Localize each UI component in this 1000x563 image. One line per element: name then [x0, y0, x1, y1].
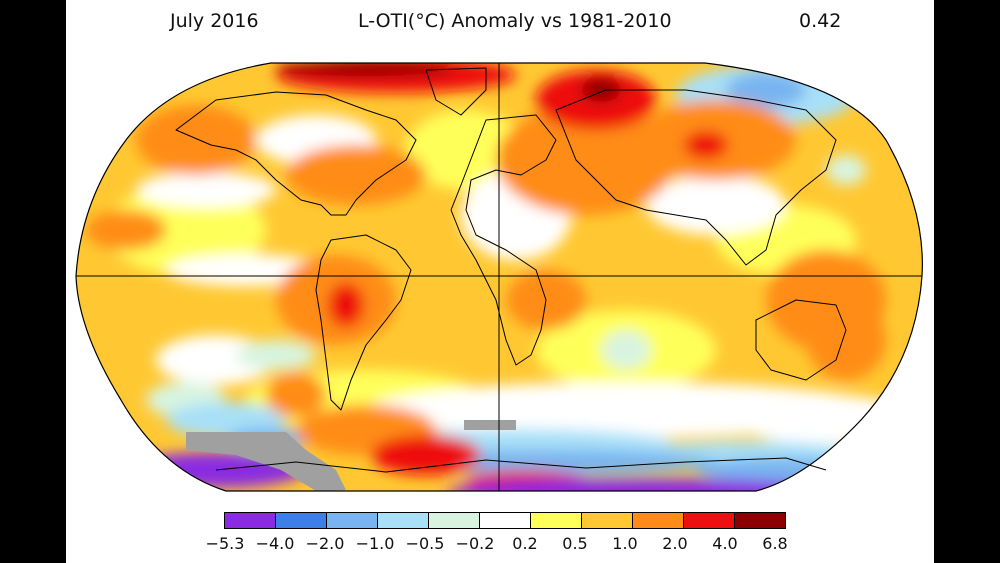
- colorbar-tick-label: 0.5: [562, 534, 588, 553]
- coastlines: [175, 67, 847, 473]
- colorbar-segment: [326, 513, 377, 528]
- africa-europe-outline: [450, 114, 557, 366]
- australia-outline: [755, 299, 847, 381]
- global-mean-anomaly: 0.42: [799, 10, 842, 32]
- greenland-outline: [425, 67, 487, 116]
- colorbar-ticks: −5.3 −4.0 −2.0 −1.0 −0.5 −0.2 0.2 0.5 1.0 2.0 4.0 6…: [66, 534, 934, 556]
- north-america-outline: [175, 91, 417, 216]
- colorbar-tick-label: −1.0: [355, 534, 395, 553]
- colorbar-tick-label: 2.0: [662, 534, 688, 553]
- anomaly-map: [75, 62, 923, 492]
- colorbar-segment: [683, 513, 734, 528]
- asia-outline: [555, 89, 837, 266]
- colorbar-segment: [734, 513, 785, 528]
- colorbar: [224, 512, 786, 529]
- south-america-outline: [315, 234, 412, 411]
- map-border: [75, 62, 923, 492]
- figure-canvas: July 2016 L-OTI(°C) Anomaly vs 1981-2010…: [66, 0, 934, 563]
- colorbar-tick-label: −2.0: [305, 534, 345, 553]
- colorbar-segment: [275, 513, 326, 528]
- colorbar-segment: [377, 513, 428, 528]
- colorbar-segment: [581, 513, 632, 528]
- colorbar-segment: [428, 513, 479, 528]
- map-title: L-OTI(°C) Anomaly vs 1981-2010: [358, 10, 672, 32]
- colorbar-tick-label: −0.5: [405, 534, 445, 553]
- colorbar-tick-label: −0.2: [455, 534, 495, 553]
- colorbar-segment: [479, 513, 530, 528]
- colorbar-tick-label: −5.3: [205, 534, 245, 553]
- colorbar-segment: [530, 513, 581, 528]
- no-data-region: [186, 432, 346, 491]
- colorbar-segment: [632, 513, 683, 528]
- antarctica-outline: [215, 457, 827, 473]
- no-data-region: [464, 420, 516, 430]
- colorbar-tick-label: 0.2: [512, 534, 538, 553]
- colorbar-tick-label: 1.0: [612, 534, 638, 553]
- colorbar-segment: [225, 513, 275, 528]
- colorbar-tick-label: 6.8: [762, 534, 788, 553]
- colorbar-tick-label: 4.0: [712, 534, 738, 553]
- map-date: July 2016: [170, 10, 259, 32]
- colorbar-tick-label: −4.0: [255, 534, 295, 553]
